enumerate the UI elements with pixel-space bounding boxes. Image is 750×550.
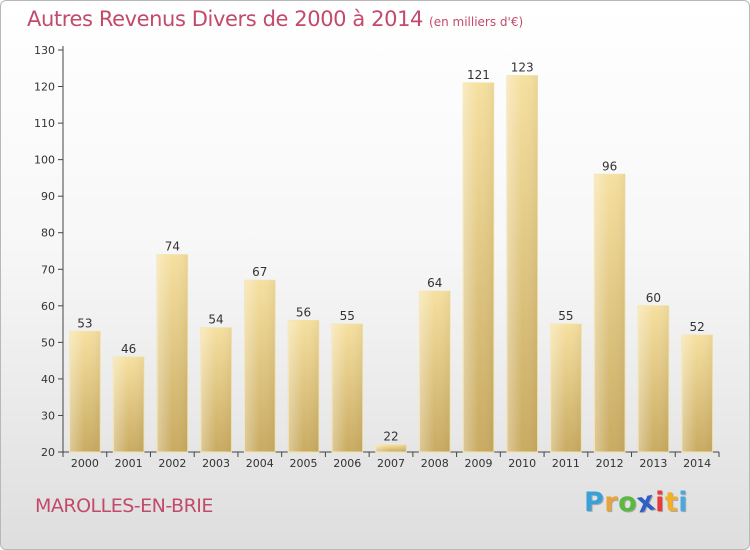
data-label-2005: 56 — [296, 305, 311, 319]
x-tick-label: 2011 — [552, 457, 580, 470]
x-tick-label: 2009 — [464, 457, 492, 470]
x-tick-label: 2014 — [683, 457, 711, 470]
x-tick-label: 2001 — [115, 457, 143, 470]
bar-shine-2001 — [113, 356, 144, 452]
data-label-2008: 64 — [427, 276, 442, 290]
data-label-2000: 53 — [77, 316, 92, 330]
data-label-2006: 55 — [340, 309, 355, 323]
data-label-2003: 54 — [208, 313, 223, 327]
chart-title-text: Autres Revenus Divers de 2000 à 2014 — [27, 7, 424, 31]
data-label-2012: 96 — [602, 159, 617, 173]
bar-shine-2013 — [638, 305, 669, 452]
y-tick-label: 60 — [41, 300, 55, 313]
y-axis: 20 30 40 50 60 70 80 90 100 110 120 130 — [34, 44, 64, 459]
commune-name: MAROLLES-EN-BRIE — [35, 495, 213, 517]
x-tick-label: 2013 — [639, 457, 667, 470]
logo-letter: P — [584, 487, 605, 518]
x-tick-label: 2003 — [202, 457, 230, 470]
x-tick-label: 2005 — [290, 457, 318, 470]
x-tick-label: 2012 — [596, 457, 624, 470]
bar-shine-2011 — [550, 324, 582, 452]
x-tick-label: 2008 — [421, 457, 449, 470]
bar-shine-2005 — [288, 320, 319, 452]
y-tick-label: 80 — [41, 227, 55, 240]
x-tick-label: 2002 — [158, 457, 186, 470]
data-label-2010: 123 — [511, 61, 534, 75]
data-label-2004: 67 — [252, 265, 267, 279]
chart-title: Autres Revenus Divers de 2000 à 2014 (en … — [27, 7, 523, 31]
data-label-2002: 74 — [165, 240, 180, 254]
y-tick-label: 20 — [41, 446, 55, 459]
y-tick-label: 130 — [34, 44, 55, 57]
bar-shine-2004 — [244, 280, 276, 452]
bar-shine-2012 — [594, 174, 625, 452]
x-tick-label: 2007 — [377, 457, 405, 470]
bar-shine-2008 — [419, 291, 451, 452]
data-label-2013: 60 — [646, 291, 661, 305]
logo-letter: r — [604, 487, 619, 518]
y-tick-label: 50 — [41, 336, 55, 349]
x-tick-label: 2010 — [508, 457, 536, 470]
data-label-2014: 52 — [689, 320, 704, 334]
data-labels: 53 46 74 54 67 56 55 22 64 121 123 55 96 60 52 — [77, 61, 705, 444]
data-label-2007: 22 — [383, 430, 398, 444]
data-label-2011: 55 — [558, 309, 573, 323]
proxiti-logo: Proxiti — [584, 485, 689, 519]
y-tick-label: 120 — [34, 81, 55, 94]
x-axis: 2000 2001 2002 2003 2004 2005 2006 2007 2008 2009… — [62, 451, 720, 470]
bar-shine-2014 — [681, 335, 713, 452]
y-tick-label: 100 — [34, 154, 55, 167]
logo-letter: o — [618, 487, 638, 518]
logo-letter: i — [655, 487, 665, 518]
y-tick-label: 70 — [41, 263, 55, 276]
chart-subtitle: (en milliers d'€) — [429, 15, 524, 29]
data-label-2001: 46 — [121, 342, 136, 356]
bar-shine-2007 — [375, 444, 407, 452]
y-tick-label: 90 — [41, 190, 55, 203]
bar-shine-2006 — [331, 324, 363, 452]
x-tick-label: 2004 — [246, 457, 274, 470]
y-tick-label: 110 — [34, 117, 55, 130]
y-tick-label: 40 — [41, 373, 55, 386]
bar-shine-2010 — [506, 75, 538, 452]
data-label-2009: 121 — [467, 68, 490, 82]
bar-shine-2003 — [200, 327, 232, 452]
logo-letter: i — [678, 487, 689, 518]
logo-letter: t — [664, 487, 679, 518]
bar-shine-2009 — [463, 82, 494, 453]
bar-shine-2000 — [69, 331, 101, 452]
x-tick-label: 2006 — [333, 457, 361, 470]
bar-shine-2002 — [157, 254, 188, 452]
x-tick-label: 2000 — [71, 457, 99, 470]
bars — [69, 75, 713, 453]
y-tick-label: 30 — [41, 409, 55, 422]
